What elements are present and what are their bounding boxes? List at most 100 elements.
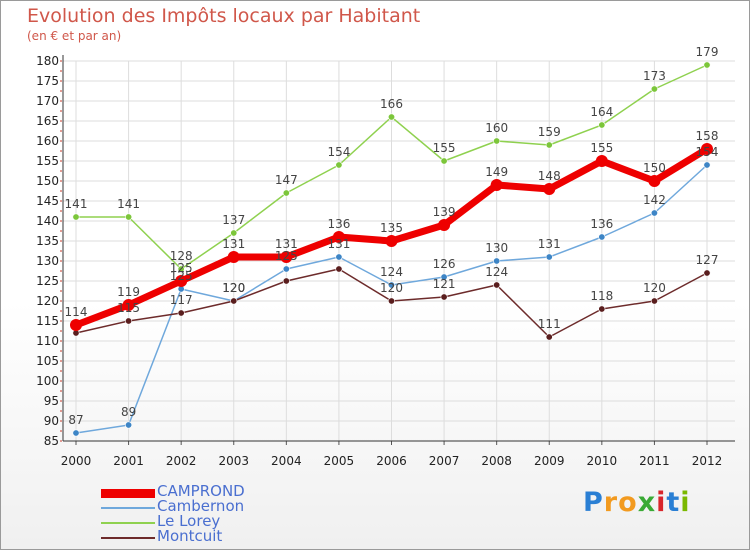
data-label: 141 xyxy=(117,197,140,211)
y-tick-label: 90 xyxy=(44,414,59,428)
y-axis-dot xyxy=(60,410,62,412)
data-label: 120 xyxy=(380,281,403,295)
y-axis-dot xyxy=(60,300,62,302)
y-axis-dot xyxy=(60,310,62,312)
data-point xyxy=(230,297,238,305)
data-label: 119 xyxy=(117,285,140,299)
y-axis-dot xyxy=(60,380,62,382)
x-tick-label: 2009 xyxy=(534,454,565,468)
data-label: 126 xyxy=(433,257,456,271)
legend-label: Montcuit xyxy=(157,527,223,545)
data-label: 131 xyxy=(327,237,350,251)
data-label: 117 xyxy=(170,293,193,307)
data-point xyxy=(385,235,398,247)
data-point xyxy=(227,251,240,263)
data-point xyxy=(177,265,185,273)
data-point xyxy=(493,137,501,145)
x-tick-label: 2004 xyxy=(271,454,302,468)
data-label: 150 xyxy=(643,161,666,175)
data-label: 120 xyxy=(222,281,245,295)
data-point xyxy=(493,281,501,289)
y-tick-label: 115 xyxy=(36,314,59,328)
y-axis-dot xyxy=(60,150,62,152)
data-label: 131 xyxy=(538,237,561,251)
y-tick-label: 85 xyxy=(44,434,59,448)
y-tick-label: 150 xyxy=(36,174,59,188)
logo-letter: P xyxy=(583,487,604,518)
data-point xyxy=(282,189,290,197)
data-point xyxy=(282,277,290,285)
data-point xyxy=(701,143,713,155)
logo-letter: r xyxy=(603,487,619,518)
data-label: 139 xyxy=(433,205,456,219)
chart-title: Evolution des Impôts locaux par Habitant xyxy=(27,5,421,27)
data-label: 154 xyxy=(696,145,719,159)
y-axis-dot xyxy=(60,360,62,362)
data-label: 125 xyxy=(170,269,193,283)
data-point xyxy=(650,297,658,305)
x-tick-label: 2001 xyxy=(113,454,144,468)
data-point xyxy=(332,231,345,243)
y-axis-dot xyxy=(60,350,62,352)
data-point xyxy=(703,61,711,69)
y-tick-label: 180 xyxy=(36,54,59,68)
y-axis-dot xyxy=(60,230,62,232)
data-label: 154 xyxy=(327,145,350,159)
y-axis-dot xyxy=(60,440,62,442)
y-axis-dot xyxy=(60,140,62,142)
y-axis-dot xyxy=(60,200,62,202)
legend-swatch xyxy=(101,537,155,539)
y-axis-dot xyxy=(60,280,62,282)
data-point xyxy=(282,265,290,273)
data-label: 147 xyxy=(275,173,298,187)
logo-letter: t xyxy=(666,487,681,518)
data-label: 114 xyxy=(65,305,88,319)
data-label: 131 xyxy=(275,237,298,251)
data-point xyxy=(598,233,606,241)
legend-swatch xyxy=(101,522,155,524)
y-tick-label: 110 xyxy=(36,334,59,348)
data-point xyxy=(440,273,448,281)
data-point xyxy=(125,317,133,325)
x-tick-label: 2008 xyxy=(481,454,512,468)
y-tick-label: 140 xyxy=(36,214,59,228)
data-point xyxy=(595,155,608,167)
y-axis-dot xyxy=(60,260,62,262)
y-axis-dot xyxy=(60,340,62,342)
y-axis-dot xyxy=(60,60,62,62)
data-point xyxy=(335,253,343,261)
data-label: 87 xyxy=(68,413,83,427)
data-point xyxy=(230,229,238,237)
data-label: 159 xyxy=(538,125,561,139)
data-label: 158 xyxy=(696,129,719,143)
data-point xyxy=(280,251,293,263)
y-axis-dot xyxy=(60,160,62,162)
y-axis-dot xyxy=(60,270,62,272)
data-point xyxy=(703,269,711,277)
data-point xyxy=(493,257,501,265)
y-tick-label: 170 xyxy=(36,94,59,108)
chart-subtitle: (en € et par an) xyxy=(27,29,122,43)
data-label: 149 xyxy=(485,165,508,179)
y-axis-dot xyxy=(60,250,62,252)
y-tick-label: 145 xyxy=(36,194,59,208)
y-axis-dot xyxy=(60,330,62,332)
data-label: 120 xyxy=(643,281,666,295)
logo-letter: i xyxy=(680,487,691,518)
data-point xyxy=(122,299,135,311)
y-axis-dot xyxy=(60,290,62,292)
data-point xyxy=(387,281,395,289)
data-point xyxy=(125,421,133,429)
data-point xyxy=(175,275,188,287)
y-tick-label: 165 xyxy=(36,114,59,128)
x-tick-label: 2007 xyxy=(429,454,460,468)
y-tick-label: 135 xyxy=(36,234,59,248)
y-axis-dot xyxy=(60,170,62,172)
data-point xyxy=(545,141,553,149)
x-tick-label: 2005 xyxy=(324,454,355,468)
data-label: 111 xyxy=(538,317,561,331)
data-point xyxy=(598,305,606,313)
data-label: 179 xyxy=(696,45,719,59)
y-axis-dot xyxy=(60,210,62,212)
